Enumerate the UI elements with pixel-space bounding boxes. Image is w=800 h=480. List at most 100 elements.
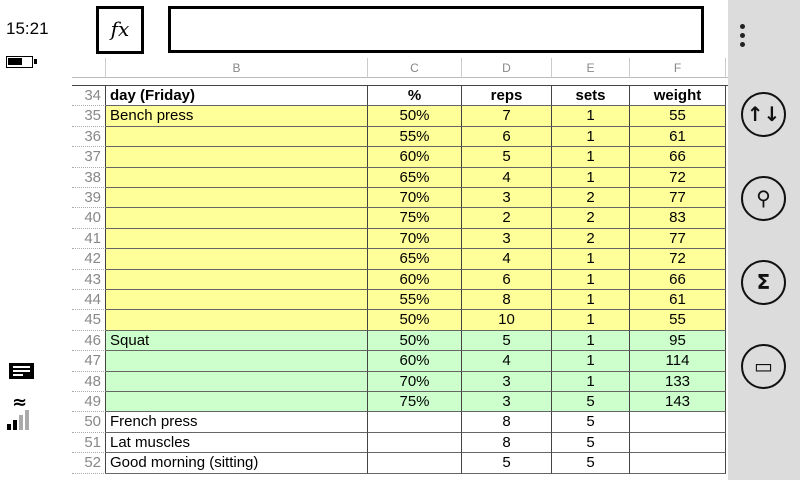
row-header[interactable]: 35	[72, 106, 106, 127]
cell-c[interactable]: 55%	[368, 126, 462, 148]
cell-e[interactable]: 5	[552, 392, 630, 413]
corner-header[interactable]	[72, 58, 106, 78]
cell-e[interactable]: 1	[552, 126, 630, 148]
function-button[interactable]: fx	[96, 6, 144, 54]
row-header[interactable]: 45	[72, 310, 106, 331]
cell-c[interactable]: 60%	[368, 147, 462, 168]
cell-e[interactable]: 1	[552, 310, 630, 331]
column-header[interactable]: E	[552, 58, 630, 78]
cell-f[interactable]	[630, 412, 726, 433]
cell-b[interactable]: Bench press	[106, 106, 368, 127]
cell-b[interactable]	[106, 392, 368, 413]
cell-e[interactable]: 5	[552, 432, 630, 454]
cell-b[interactable]: Squat	[106, 330, 368, 352]
row-header[interactable]: 42	[72, 249, 106, 270]
row-header[interactable]: 46	[72, 330, 106, 352]
cell-e[interactable]: 1	[552, 167, 630, 188]
cell-e[interactable]: 1	[552, 351, 630, 372]
more-icon[interactable]	[740, 24, 746, 51]
cell-e[interactable]: sets	[552, 86, 630, 107]
cell-c[interactable]	[368, 453, 462, 474]
cell-b[interactable]	[106, 269, 368, 290]
cell-c[interactable]: 60%	[368, 269, 462, 290]
cell-b[interactable]	[106, 351, 368, 372]
cell-c[interactable]: 70%	[368, 188, 462, 209]
cell-f[interactable]	[630, 432, 726, 454]
cell-d[interactable]: 5	[462, 330, 552, 352]
row-header[interactable]: 41	[72, 228, 106, 250]
cell-f[interactable]: 133	[630, 371, 726, 392]
cell-b[interactable]	[106, 126, 368, 148]
cell-c[interactable]: 65%	[368, 167, 462, 188]
cell-c[interactable]: 70%	[368, 371, 462, 392]
cell-d[interactable]: 6	[462, 126, 552, 148]
cell-f[interactable]: 55	[630, 310, 726, 331]
cell-e[interactable]: 5	[552, 412, 630, 433]
cell-c[interactable]: 70%	[368, 228, 462, 250]
cell-c[interactable]: 60%	[368, 351, 462, 372]
cell-f[interactable]: 55	[630, 106, 726, 127]
column-header[interactable]: D	[462, 58, 552, 78]
row-header[interactable]: 37	[72, 147, 106, 168]
cell-c[interactable]: %	[368, 86, 462, 107]
cell-f[interactable]: 61	[630, 290, 726, 311]
row-header[interactable]: 43	[72, 269, 106, 290]
cell-e[interactable]: 1	[552, 249, 630, 270]
cell-f[interactable]: 66	[630, 269, 726, 290]
cell-c[interactable]: 50%	[368, 330, 462, 352]
cell-c[interactable]: 75%	[368, 392, 462, 413]
cell-d[interactable]: 2	[462, 208, 552, 229]
cell-f[interactable]: 83	[630, 208, 726, 229]
cell-d[interactable]: 5	[462, 147, 552, 168]
cell-d[interactable]: 8	[462, 412, 552, 433]
cell-e[interactable]: 1	[552, 106, 630, 127]
cell-d[interactable]: 5	[462, 453, 552, 474]
cell-b[interactable]	[106, 188, 368, 209]
cell-f[interactable]: 72	[630, 249, 726, 270]
cell-d[interactable]: 4	[462, 167, 552, 188]
row-header[interactable]: 38	[72, 167, 106, 188]
cell-b[interactable]	[106, 167, 368, 188]
comment-icon[interactable]: ▭	[741, 344, 786, 389]
cell-d[interactable]: 3	[462, 188, 552, 209]
column-header[interactable]: C	[368, 58, 462, 78]
cell-f[interactable]: 77	[630, 228, 726, 250]
cell-e[interactable]: 5	[552, 453, 630, 474]
formula-bar-input[interactable]	[168, 6, 704, 53]
cell-c[interactable]: 75%	[368, 208, 462, 229]
cell-b[interactable]: Good morning (sitting)	[106, 453, 368, 474]
cell-e[interactable]: 1	[552, 371, 630, 392]
column-header[interactable]: B	[106, 58, 368, 78]
cell-f[interactable]: 61	[630, 126, 726, 148]
cell-d[interactable]: reps	[462, 86, 552, 107]
cell-d[interactable]: 8	[462, 432, 552, 454]
column-header[interactable]: F	[630, 58, 726, 78]
cell-f[interactable]: 77	[630, 188, 726, 209]
row-header[interactable]: 34	[72, 86, 106, 107]
cell-b[interactable]	[106, 310, 368, 331]
cell-b[interactable]	[106, 147, 368, 168]
cell-c[interactable]	[368, 432, 462, 454]
cell-d[interactable]: 3	[462, 371, 552, 392]
cell-f[interactable]: 66	[630, 147, 726, 168]
row-header[interactable]: 39	[72, 188, 106, 209]
cell-e[interactable]: 2	[552, 208, 630, 229]
cell-b[interactable]	[106, 371, 368, 392]
cell-d[interactable]: 4	[462, 249, 552, 270]
cell-d[interactable]: 6	[462, 269, 552, 290]
cell-b[interactable]	[106, 228, 368, 250]
cell-b[interactable]: Lat muscles	[106, 432, 368, 454]
cell-c[interactable]: 50%	[368, 310, 462, 331]
cell-e[interactable]: 1	[552, 269, 630, 290]
row-header[interactable]: 52	[72, 453, 106, 474]
row-header[interactable]: 50	[72, 412, 106, 433]
cell-e[interactable]: 2	[552, 228, 630, 250]
cell-f[interactable]: 114	[630, 351, 726, 372]
column-header-partial[interactable]	[726, 58, 728, 78]
cell-b[interactable]	[106, 290, 368, 311]
row-header[interactable]: 47	[72, 351, 106, 372]
cell-b[interactable]	[106, 208, 368, 229]
cell-c[interactable]: 50%	[368, 106, 462, 127]
cell-b[interactable]: day (Friday)	[106, 86, 368, 107]
cell-e[interactable]: 1	[552, 290, 630, 311]
